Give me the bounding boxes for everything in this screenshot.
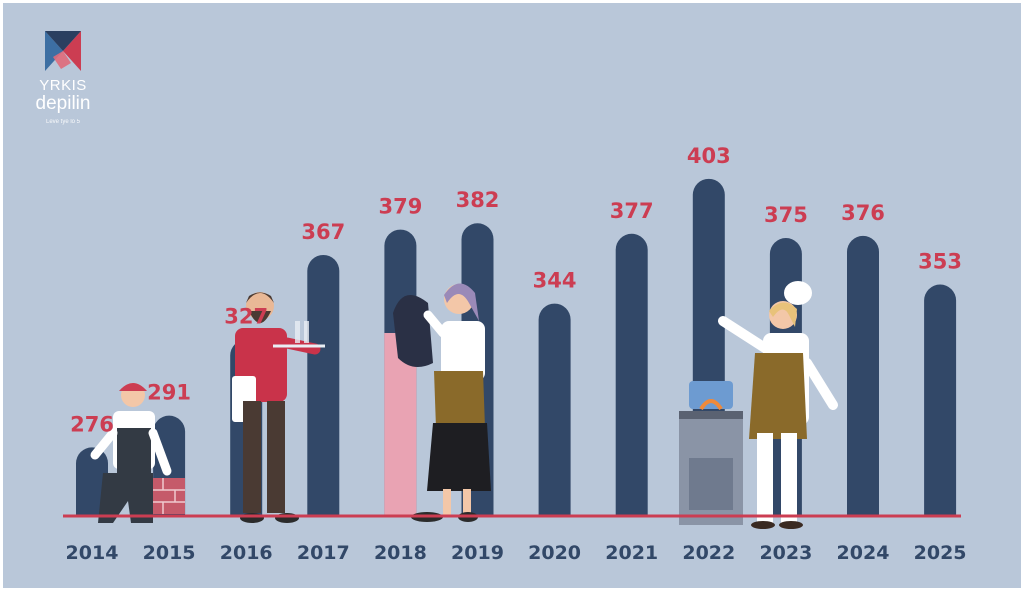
bricklayer-illustration (90, 383, 185, 523)
year-label-2025: 2025 (914, 542, 967, 564)
brand-logo-icon (45, 31, 81, 71)
bar-2025 (924, 284, 957, 516)
year-label-2018: 2018 (374, 542, 427, 564)
value-label-2024: 376 (841, 201, 885, 225)
year-label-2020: 2020 (528, 542, 581, 564)
year-label-2019: 2019 (451, 542, 504, 564)
bar-2020 (538, 303, 571, 516)
year-label-2023: 2023 (759, 542, 812, 564)
chef-illustration (679, 281, 838, 529)
year-label-2014: 2014 (66, 542, 119, 564)
bars-group (76, 178, 957, 516)
value-label-2018: 379 (378, 195, 422, 219)
value-label-2016: 327 (224, 305, 268, 329)
year-label-2015: 2015 (143, 542, 196, 564)
value-label-2015: 291 (147, 381, 191, 405)
value-label-2022: 403 (687, 144, 731, 168)
bar-chart: 276 291 327 367 379 382 344 377 403 375 376 353 201… (63, 144, 967, 564)
chart-canvas: YRKIS depilin Leve tye lo 5 (3, 3, 1021, 588)
bar-2017 (307, 254, 340, 516)
value-label-2023: 375 (764, 203, 808, 227)
brand-name: YRKIS (39, 77, 87, 94)
value-label-2017: 367 (301, 220, 345, 244)
value-label-2021: 377 (610, 199, 654, 223)
brand-tagline: Leve tye lo 5 (45, 119, 81, 125)
hairdresser-illustration (393, 283, 491, 522)
bar-2014 (76, 447, 108, 516)
value-labels: 276 291 327 367 379 382 344 377 403 375 376 353 (70, 144, 962, 437)
value-label-2019: 382 (456, 188, 500, 212)
waiter-illustration (232, 292, 325, 523)
value-label-2014: 276 (70, 412, 114, 436)
year-label-2022: 2022 (682, 542, 735, 564)
value-label-2020: 344 (533, 269, 577, 293)
year-label-2024: 2024 (837, 542, 890, 564)
bar-2021 (615, 233, 648, 516)
year-label-2017: 2017 (297, 542, 350, 564)
year-labels: 2014 2015 2016 2017 2018 2019 2020 2021 2022 2023… (66, 542, 967, 564)
brand-subname: depilin (35, 93, 91, 114)
value-label-2025: 353 (918, 250, 962, 274)
year-label-2021: 2021 (605, 542, 658, 564)
brand-logo: YRKIS depilin Leve tye lo 5 (21, 29, 105, 125)
bar-2024 (847, 235, 879, 516)
year-label-2016: 2016 (220, 542, 273, 564)
